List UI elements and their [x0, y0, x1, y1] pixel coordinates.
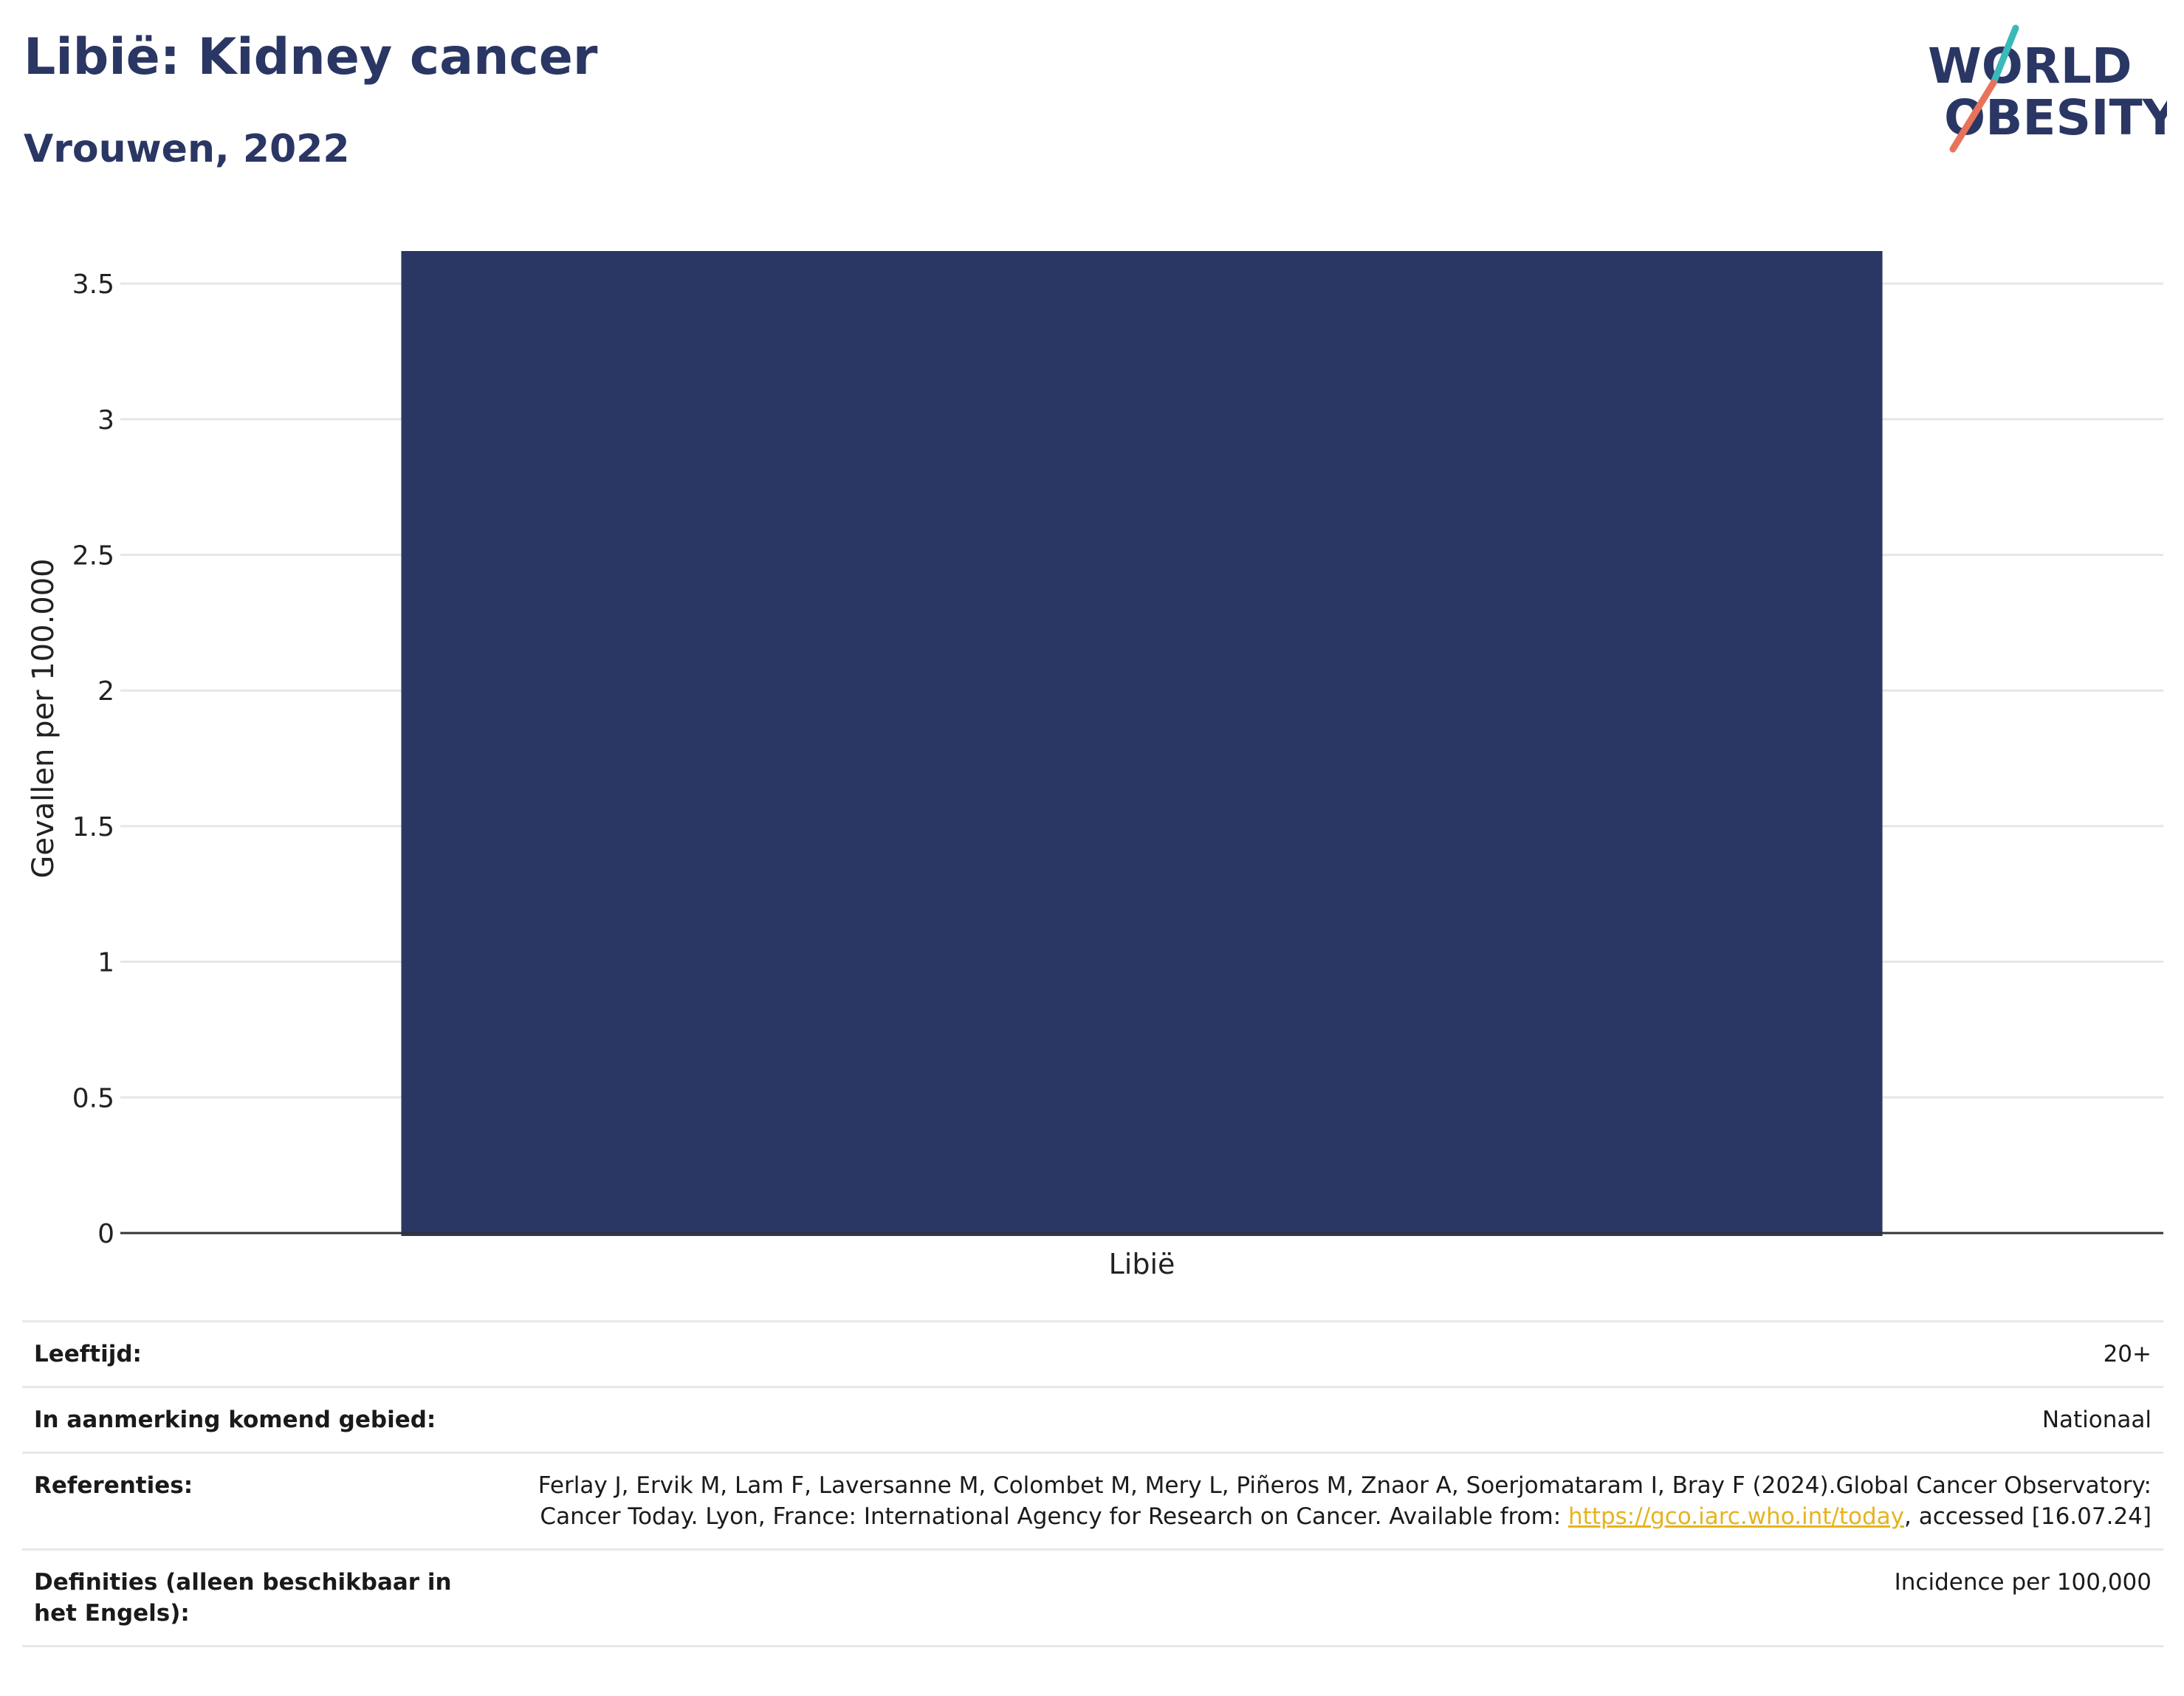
- bar: [401, 251, 1883, 1236]
- references-label: Referenties:: [22, 1452, 504, 1550]
- y-tick-label: 0: [97, 1219, 114, 1249]
- age-value: 20+: [504, 1320, 2163, 1387]
- y-tick-label: 2.5: [72, 540, 114, 571]
- age-label: Leeftijd:: [22, 1320, 504, 1387]
- y-tick-label: 1.5: [72, 812, 114, 842]
- logo-slash-bottom: [1949, 79, 1997, 153]
- bar-chart: 0 0.5 1 1.5 2 2.5 3 3.5 Libië Gevallen per 100.…: [27, 251, 2163, 1280]
- logo-text-obesity: OBESITY: [1944, 89, 2167, 146]
- references-value: Ferlay J, Ervik M, Lam F, Laversanne M, …: [504, 1452, 2163, 1550]
- x-tick-labels: Libië: [1109, 1248, 1175, 1280]
- bars: [401, 251, 1883, 1236]
- x-tick-label: Libië: [1109, 1248, 1175, 1280]
- y-axis-label: Gevallen per 100.000: [27, 558, 61, 878]
- area-label: In aanmerking komend gebied:: [22, 1386, 504, 1453]
- y-tick-label: 1: [97, 948, 114, 978]
- world-obesity-logo: WORLD OBESITY: [1928, 24, 2167, 153]
- y-tick-labels: 0 0.5 1 1.5 2 2.5 3 3.5: [72, 269, 114, 1249]
- definitions-value: Incidence per 100,000: [504, 1548, 2163, 1647]
- area-value: Nationaal: [504, 1386, 2163, 1453]
- info-row-area: In aanmerking komend gebied: Nationaal: [22, 1386, 2163, 1453]
- info-row-age: Leeftijd: 20+: [22, 1320, 2163, 1387]
- logo-text-world: WORLD: [1928, 38, 2132, 95]
- chart-title: Libië: Kidney cancer: [24, 28, 598, 86]
- definitions-label: Definities (alleen beschikbaar in het En…: [22, 1548, 504, 1647]
- references-accessed: , accessed [16.07.24]: [1903, 1503, 2152, 1530]
- references-text: Ferlay J, Ervik M, Lam F, Laversanne M, …: [538, 1472, 2152, 1530]
- info-row-references: Referenties: Ferlay J, Ervik M, Lam F, L…: [22, 1452, 2163, 1550]
- info-table: Leeftijd: 20+ In aanmerking komend gebie…: [22, 1320, 2163, 1647]
- references-link[interactable]: https://gco.iarc.who.int/today: [1568, 1503, 1904, 1530]
- y-tick-label: 3: [97, 405, 114, 436]
- logo-slash-top: [1990, 24, 2019, 86]
- info-row-definitions: Definities (alleen beschikbaar in het En…: [22, 1548, 2163, 1647]
- y-tick-label: 2: [97, 676, 114, 707]
- y-tick-label: 3.5: [72, 269, 114, 300]
- y-tick-label: 0.5: [72, 1083, 114, 1113]
- chart-subtitle: Vrouwen, 2022: [24, 127, 350, 171]
